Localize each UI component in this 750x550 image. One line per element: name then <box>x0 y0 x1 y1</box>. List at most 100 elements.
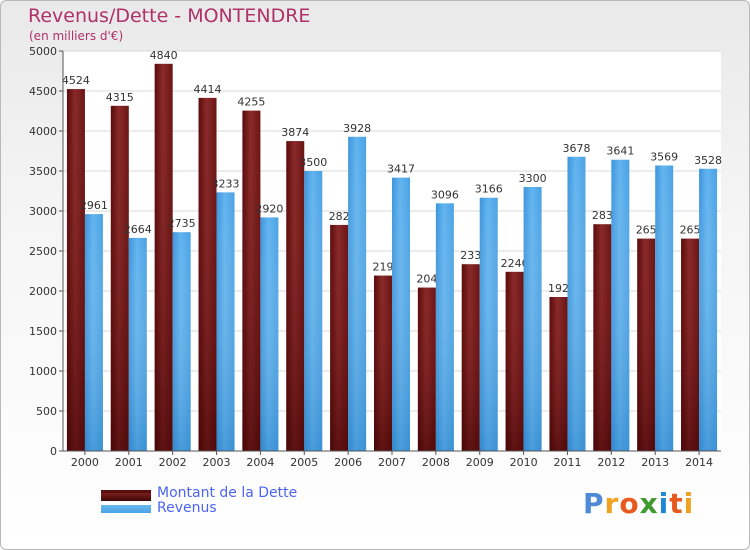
x-tick-label: 2008 <box>422 456 450 469</box>
data-label-dette: 4524 <box>62 74 90 87</box>
data-label-revenus: 3096 <box>431 188 459 201</box>
x-tick-label: 2000 <box>71 456 99 469</box>
data-label-revenus: 2664 <box>124 223 152 236</box>
data-label-dette: 219 <box>373 261 394 274</box>
logo-letter: o <box>619 487 640 520</box>
legend-label-revenus: Revenus <box>157 500 217 516</box>
data-label-dette: 192 <box>548 282 569 295</box>
bar-dette-shade <box>198 97 217 451</box>
data-label-dette: 265 <box>680 224 701 237</box>
x-tick-label: 2003 <box>203 456 231 469</box>
legend-swatch-dette <box>101 490 151 501</box>
y-tick-label: 3500 <box>29 165 57 178</box>
bar-revenus-shade <box>172 232 191 451</box>
logo-letter: x <box>639 487 659 520</box>
y-tick-label: 4500 <box>29 85 57 98</box>
y-tick-label: 4000 <box>29 125 57 138</box>
x-tick-label: 2009 <box>466 456 494 469</box>
chart-subtitle: (en milliers d'€) <box>29 29 124 43</box>
bar-dette-shade <box>66 89 85 451</box>
bar-revenus-shade <box>567 156 586 451</box>
x-tick-label: 2005 <box>290 456 318 469</box>
proxiti-logo: Proxiti <box>583 487 694 520</box>
chart-title: Revenus/Dette - MONTENDRE <box>28 5 311 27</box>
data-label-revenus: 3678 <box>562 142 590 155</box>
y-tick-label: 0 <box>50 445 57 458</box>
bar-dette-shade <box>110 105 129 452</box>
data-label-dette: 233 <box>460 249 481 262</box>
data-label-revenus: 2961 <box>80 199 108 212</box>
x-tick-label: 2001 <box>115 456 143 469</box>
bar-dette-shade <box>242 110 261 451</box>
data-label-dette: 4414 <box>194 83 222 96</box>
bar-dette-shade <box>154 63 173 452</box>
bar-dette-shade <box>681 238 700 451</box>
bar-revenus-shade <box>699 168 718 451</box>
data-label-dette: 204 <box>416 273 437 286</box>
y-tick-label: 2000 <box>29 285 57 298</box>
x-tick-label: 2002 <box>159 456 187 469</box>
x-tick-label: 2012 <box>597 456 625 469</box>
logo-letter: r <box>604 487 620 520</box>
data-label-dette: 3874 <box>281 126 309 139</box>
data-label-dette: 265 <box>636 224 657 237</box>
x-tick-label: 2004 <box>246 456 274 469</box>
data-label-revenus: 3417 <box>387 163 415 176</box>
bar-revenus-shade <box>348 136 367 451</box>
logo-letter: i <box>658 487 670 520</box>
bar-revenus-shade <box>479 197 498 451</box>
bar-revenus-shade <box>611 159 630 451</box>
bar-revenus-shade <box>392 177 410 451</box>
data-label-revenus: 3528 <box>694 154 722 167</box>
y-tick-label: 3000 <box>29 205 57 218</box>
bar-revenus-shade <box>84 214 103 451</box>
bar-dette-shade <box>593 224 612 451</box>
data-label-revenus: 3641 <box>606 145 634 158</box>
bar-dette-shade <box>330 224 349 451</box>
data-label-revenus: 3569 <box>650 150 678 163</box>
bar-dette-shade <box>505 271 524 451</box>
data-label-dette: 4255 <box>237 96 265 109</box>
legend-label-dette: Montant de la Dette <box>157 485 298 501</box>
data-label-dette: 4315 <box>106 91 134 104</box>
y-tick-label: 5000 <box>29 45 57 58</box>
bar-revenus-shade <box>260 217 279 451</box>
x-tick-label: 2006 <box>334 456 362 469</box>
x-tick-label: 2010 <box>510 456 538 469</box>
data-label-revenus: 2920 <box>255 202 283 215</box>
bar-dette-shade <box>286 141 305 451</box>
bar-dette-shade <box>461 264 480 451</box>
x-tick-label: 2013 <box>641 456 669 469</box>
x-tick-label: 2007 <box>378 456 406 469</box>
bar-revenus-shade <box>304 171 323 451</box>
data-label-dette: 282 <box>329 210 350 223</box>
x-tick-label: 2014 <box>685 456 713 469</box>
bar-dette-shade <box>417 287 436 451</box>
data-label-revenus: 2735 <box>168 217 196 230</box>
bar-revenus-shade <box>655 165 674 452</box>
x-tick-label: 2011 <box>553 456 581 469</box>
logo-letter: i <box>683 487 695 520</box>
bar-revenus-shade <box>216 192 235 452</box>
data-label-dette: 283 <box>592 209 613 222</box>
data-label-revenus: 3233 <box>212 177 240 190</box>
data-label-revenus: 3500 <box>299 156 327 169</box>
bar-dette-shade <box>637 238 656 451</box>
y-tick-label: 2500 <box>29 245 57 258</box>
bar-revenus-shade <box>128 237 147 451</box>
bar-dette-shade <box>374 275 392 451</box>
data-label-dette: 4840 <box>150 49 178 62</box>
y-tick-label: 500 <box>36 405 57 418</box>
data-label-revenus: 3300 <box>519 172 547 185</box>
bar-revenus-shade <box>435 203 454 451</box>
logo-letter: P <box>583 487 605 520</box>
y-tick-label: 1000 <box>29 365 57 378</box>
bar-revenus-shade <box>523 187 542 451</box>
data-label-revenus: 3928 <box>343 122 371 135</box>
legend-swatch-revenus <box>101 505 151 513</box>
bar-dette-shade <box>549 297 568 451</box>
y-tick-label: 1500 <box>29 325 57 338</box>
logo-letter: t <box>669 487 684 520</box>
